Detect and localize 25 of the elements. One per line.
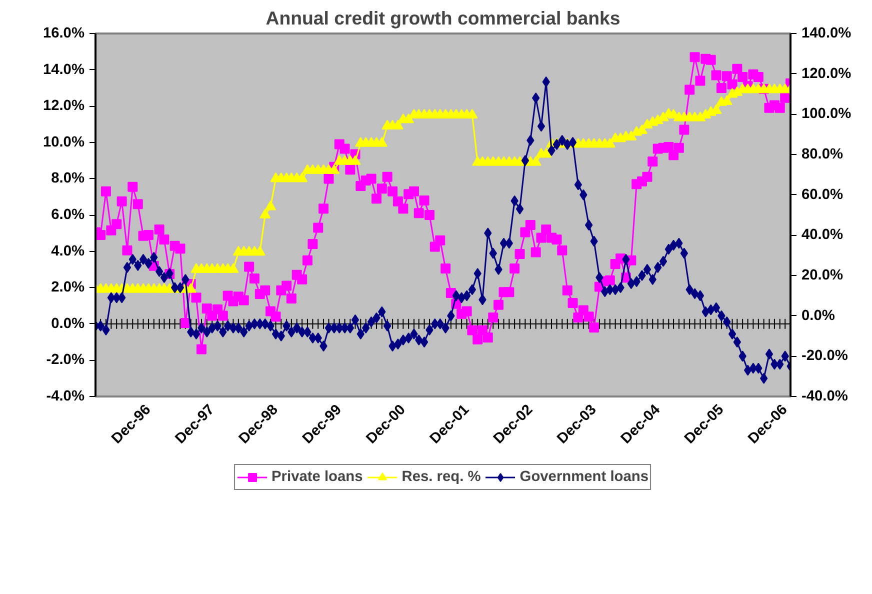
y2-tick-label: 60.0% [802, 186, 844, 203]
y-tick-label: 14.0% [42, 62, 85, 78]
legend-label: Res. req. % [402, 469, 481, 485]
y-tick-label: 8.0% [51, 170, 84, 187]
y2-tick-label: 40.0% [802, 227, 844, 244]
y-tick-label: 0.0% [51, 316, 84, 332]
y-tick-label: 12.0% [42, 98, 85, 114]
y2-tick-label: 100.0% [802, 106, 852, 122]
y-tick-label: -2.0% [46, 352, 85, 368]
y-tick-label: 4.0% [51, 243, 84, 260]
legend-label: Government loans [520, 469, 648, 485]
legend-label: Private loans [272, 469, 363, 485]
y-tick-label: -4.0% [46, 388, 85, 404]
y2-tick-label: 120.0% [802, 66, 852, 82]
y2-tick-label: 80.0% [802, 146, 844, 162]
y2-tick-label: -40.0% [802, 388, 848, 404]
y2-tick-label: 140.0% [802, 26, 852, 42]
y-tick-label: 10.0% [42, 134, 85, 150]
y-tick-label: 16.0% [42, 26, 85, 42]
y2-tick-label: -20.0% [802, 348, 848, 364]
y2-tick-label: 20.0% [802, 268, 844, 284]
y-tick-label: 6.0% [51, 207, 84, 223]
chart-title: Annual credit growth commercial banks [266, 8, 620, 28]
y2-tick-label: 0.0% [802, 308, 835, 324]
y-tick-label: 2.0% [51, 280, 84, 296]
